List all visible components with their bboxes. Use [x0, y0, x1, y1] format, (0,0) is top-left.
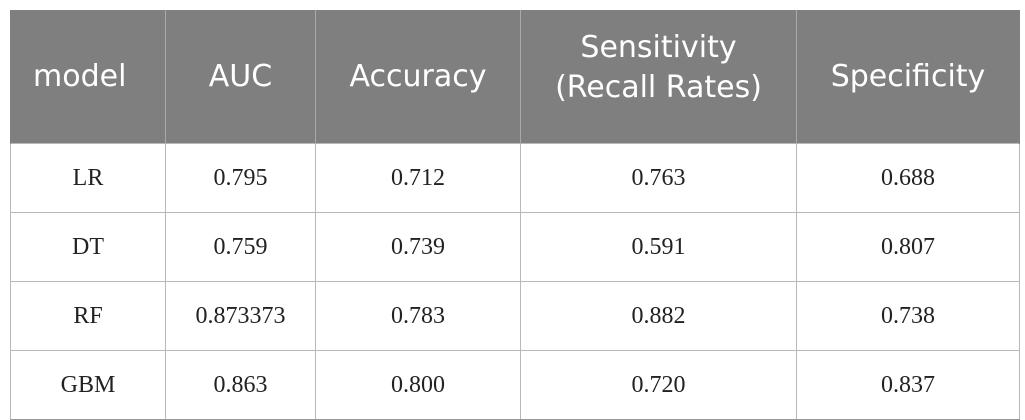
- cell-auc: 0.863: [165, 350, 316, 420]
- header-model-label: model: [33, 58, 127, 94]
- header-sensitivity: Sensitivity (Recall Rates): [520, 10, 797, 144]
- cell-sensitivity: 0.720: [520, 350, 797, 420]
- table-row: RF 0.873373 0.783 0.882 0.738: [10, 281, 1020, 351]
- table-row: DT 0.759 0.739 0.591 0.807: [10, 212, 1020, 282]
- header-accuracy-label: Accuracy: [349, 58, 487, 94]
- cell-specificity: 0.738: [796, 281, 1020, 351]
- cell-specificity: 0.688: [796, 143, 1020, 213]
- header-row: model AUC Accuracy Sensitivity (Recall R…: [10, 10, 1020, 144]
- table-row: GBM 0.863 0.800 0.720 0.837: [10, 350, 1020, 420]
- cell-auc: 0.873373: [165, 281, 316, 351]
- cell-model: GBM: [10, 350, 166, 420]
- cell-model: RF: [10, 281, 166, 351]
- header-model: model: [10, 10, 166, 144]
- cell-auc: 0.759: [165, 212, 316, 282]
- cell-accuracy: 0.712: [315, 143, 521, 213]
- header-sensitivity-label: Sensitivity: [580, 30, 737, 65]
- header-accuracy: Accuracy: [315, 10, 521, 144]
- cell-accuracy: 0.783: [315, 281, 521, 351]
- header-specificity-label: Specificity: [830, 58, 986, 94]
- cell-model: DT: [10, 212, 166, 282]
- cell-specificity: 0.837: [796, 350, 1020, 420]
- cell-model: LR: [10, 143, 166, 213]
- cell-accuracy: 0.800: [315, 350, 521, 420]
- cell-sensitivity: 0.591: [520, 212, 797, 282]
- header-auc: AUC: [165, 10, 316, 144]
- model-metrics-table: model AUC Accuracy Sensitivity (Recall R…: [10, 10, 1020, 420]
- table-row: LR 0.795 0.712 0.763 0.688: [10, 143, 1020, 213]
- cell-sensitivity: 0.882: [520, 281, 797, 351]
- header-sensitivity-sublabel: (Recall Rates): [555, 70, 762, 105]
- cell-accuracy: 0.739: [315, 212, 521, 282]
- cell-specificity: 0.807: [796, 212, 1020, 282]
- header-auc-label: AUC: [208, 58, 273, 94]
- header-specificity: Specificity: [796, 10, 1020, 144]
- cell-sensitivity: 0.763: [520, 143, 797, 213]
- cell-auc: 0.795: [165, 143, 316, 213]
